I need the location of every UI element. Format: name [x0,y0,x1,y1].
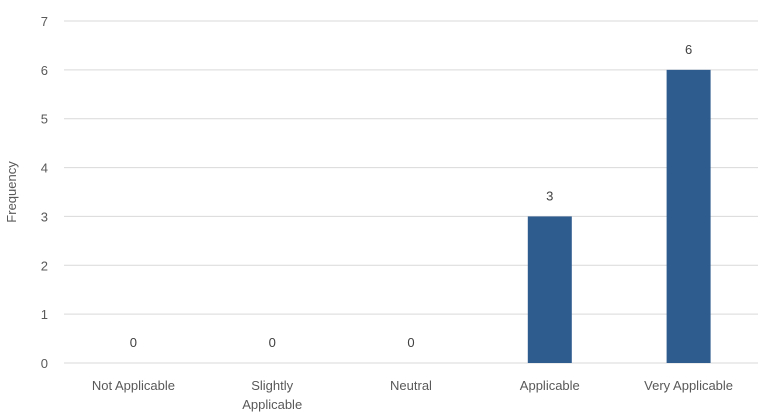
data-label: 0 [407,335,414,350]
x-tick-label: Neutral [390,378,432,393]
data-label: 0 [130,335,137,350]
y-tick-label: 4 [41,161,48,176]
y-tick-label: 2 [41,258,48,273]
data-labels: 0 0 0 3 6 [130,42,692,350]
data-label: 3 [546,188,553,203]
y-axis-title: Frequency [4,161,19,223]
bar [527,216,572,363]
x-tick-label: Applicable [520,378,580,393]
data-label: 6 [685,42,692,57]
data-label: 0 [269,335,276,350]
y-tick-label: 3 [41,209,48,224]
x-tick-label: Slightly Applicable [242,378,302,412]
y-axis-ticks: 0 1 2 3 4 5 6 7 [41,14,48,371]
x-axis-ticks: Not Applicable Slightly Applicable Neutral A… [92,378,733,412]
bars [527,69,711,363]
y-tick-label: 1 [41,307,48,322]
y-tick-label: 7 [41,14,48,29]
x-tick-label: Not Applicable [92,378,175,393]
y-tick-label: 0 [41,356,48,371]
y-tick-label: 6 [41,63,48,78]
y-tick-label: 5 [41,112,48,127]
bar [666,69,711,363]
x-tick-label: Very Applicable [644,378,733,393]
gridlines [64,20,758,364]
